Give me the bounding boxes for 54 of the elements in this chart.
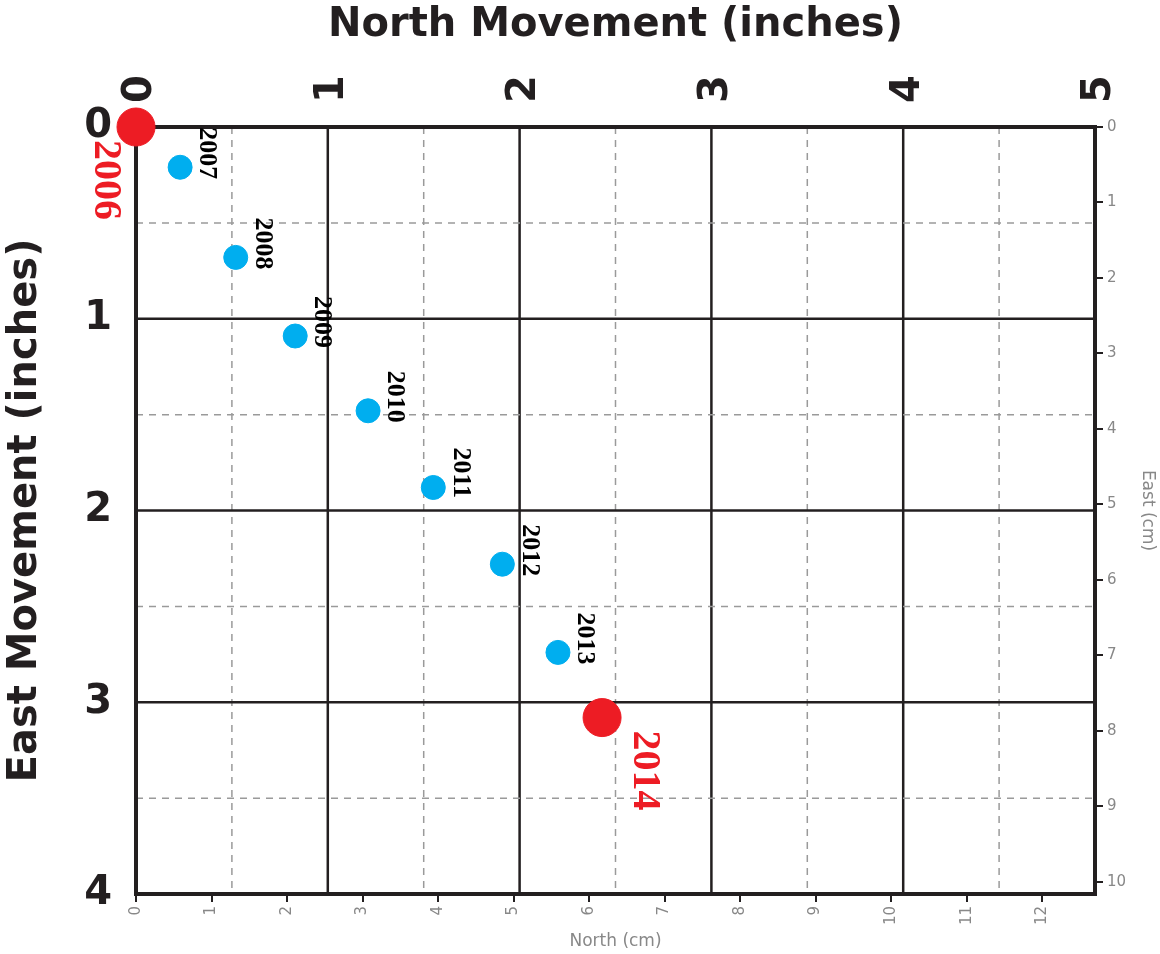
point [489,551,515,577]
x2-tick-label: 3 [352,906,371,916]
point [282,323,308,349]
x2-tick-label: 9 [805,906,824,916]
y-tick-label: 2 [84,483,112,530]
y-axis-title: East Movement (inches) [0,238,46,783]
x-tick-label: 1 [306,75,353,103]
y2-tick-label: 4 [1107,418,1117,437]
x2-axis-title: North (cm) [569,930,662,951]
x2-tick-label: 2 [276,906,295,916]
y-tick-label: 3 [84,675,112,722]
annotation: 2010 [382,370,412,423]
x-axis-title: North Movement (inches) [328,0,903,46]
x2-tick-label: 10 [881,906,900,926]
x2-tick-label: 11 [956,906,975,926]
annotation: 2012 [516,524,546,577]
annotation: 2008 [250,217,280,270]
point [420,474,446,500]
x2-tick-label: 7 [654,906,673,916]
x-tick-label: 2 [497,75,544,103]
y2-tick-label: 1 [1107,192,1117,211]
y2-tick-label: 5 [1107,494,1117,513]
annotation: 2007 [194,127,224,180]
x-tick-label: 0 [114,75,161,103]
y2-tick-label: 0 [1107,116,1117,135]
y-tick-label: 4 [84,867,112,914]
point [355,398,381,424]
y2-tick-label: 10 [1107,871,1127,890]
y-tick-label: 1 [84,292,112,339]
annotation: 2011 [447,447,477,499]
x2-tick-label: 8 [729,906,748,916]
x2-tick-label: 12 [1032,906,1051,926]
point [223,244,249,270]
annotation: 2014 [624,730,670,811]
annotation: 2013 [572,612,602,665]
x-tick-label: 3 [689,75,736,103]
y2-tick-label: 7 [1107,645,1117,664]
point [167,154,193,180]
y2-axis-title: East (cm) [1139,469,1160,552]
x2-tick-label: 1 [201,906,220,916]
y2-tick-label: 2 [1107,267,1117,286]
y2-tick-label: 3 [1107,343,1117,362]
x2-tick-label: 6 [578,906,597,916]
x-tick-label: 4 [881,75,928,103]
x2-tick-label: 4 [427,906,446,916]
point [582,698,622,738]
annotation: 2009 [309,296,339,349]
point [545,639,571,665]
y2-tick-label: 8 [1107,720,1117,739]
x2-tick-label: 0 [125,906,144,916]
y2-tick-label: 6 [1107,569,1117,588]
x-tick-label: 5 [1073,75,1120,103]
x2-tick-label: 5 [503,906,522,916]
y2-tick-label: 9 [1107,796,1117,815]
